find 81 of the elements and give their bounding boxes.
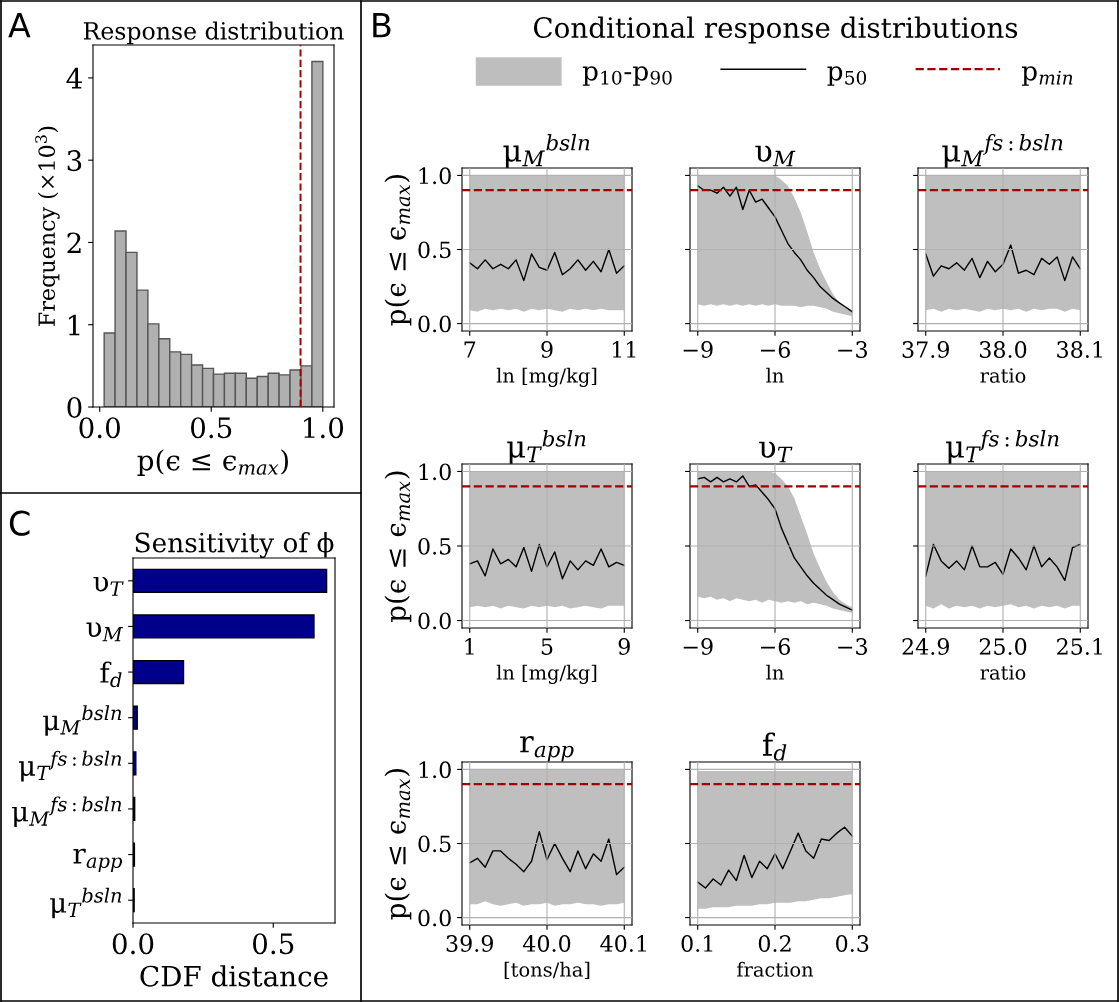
y-tick-label: 1.0: [419, 463, 451, 481]
y-axis-title: p(ϵ ≤ ϵ$_{max}$): [384, 471, 412, 623]
chart-title: r$_{app}$: [520, 736, 574, 762]
chart-title: Response distribution: [83, 21, 344, 45]
y-tick-label: 1: [68, 314, 80, 336]
x-tick-label: −6: [760, 341, 790, 358]
y-tick-label: 0.5: [418, 835, 451, 853]
text: A: [8, 13, 31, 38]
legend-label: p$_{min}$: [1021, 66, 1073, 86]
x-tick-label: 7: [464, 341, 476, 358]
text: Conditional response distributions: [533, 16, 1018, 44]
y-tick-label: μ$_{M}$$^{bsln}$: [43, 705, 122, 736]
x-axis-title: ln: [766, 664, 784, 680]
y-tick-label: f$_{d}$: [100, 661, 122, 688]
y-axis-title: p(ϵ ≤ ϵ$_{max}$): [384, 769, 412, 920]
x-tick-label: 38.1: [1057, 341, 1102, 358]
chart-title: μ$_{M}$$^{fs:bsln}$: [942, 134, 1063, 168]
text: p$_{10}$-p$_{90}$: [582, 66, 672, 86]
chart-title: μ$_{T}$$^{fs:bsln}$: [946, 430, 1059, 464]
x-tick-label: 40.0: [522, 935, 571, 952]
x-axis-title: [tons/ha]: [504, 961, 590, 980]
x-axis-title: ratio: [980, 368, 1026, 383]
x-tick-label: 5: [541, 638, 553, 655]
x-axis-title: ln [mg/kg]: [496, 367, 597, 387]
x-tick-label: 40.1: [600, 935, 646, 952]
x-axis-title: ratio: [980, 665, 1026, 680]
x-tick-label: 39.9: [446, 935, 493, 952]
x-tick-label: 9: [618, 638, 630, 655]
x-tick-label: 9: [541, 341, 553, 358]
x-axis-title: p(ϵ ≤ ϵ$_{max}$): [137, 449, 288, 477]
y-tick-label: 1.0: [419, 167, 451, 185]
y-tick-label: 0.5: [418, 537, 451, 555]
legend-label: p$_{50}$: [827, 66, 867, 86]
y-tick-label: 1.0: [419, 761, 451, 779]
x-tick-label: 1.0: [304, 417, 344, 439]
y-tick-label: υ$_{T}$: [93, 576, 124, 596]
y-tick-label: 0.0: [418, 612, 451, 630]
x-tick-label: −9: [683, 638, 713, 655]
y-tick-label: 0: [67, 396, 82, 418]
x-tick-label: −3: [838, 638, 867, 655]
y-tick-label: 0.0: [418, 909, 451, 927]
chart-title: μ$_{T}$$^{bsln}$: [507, 430, 586, 464]
x-tick-label: −6: [760, 638, 790, 655]
text: B: [373, 13, 391, 38]
x-axis-title: ln [mg/kg]: [496, 664, 597, 684]
chart-title: f$_{d}$: [762, 732, 787, 761]
y-tick-label: μ$_{T}$$^{fs:bsln}$: [18, 750, 122, 782]
x-tick-label: −3: [838, 341, 867, 358]
x-tick-label: 0.1: [681, 935, 713, 952]
y-tick-label: 4: [66, 67, 82, 89]
x-tick-label: −9: [683, 341, 713, 358]
x-tick-label: 24.9: [902, 638, 949, 655]
x-axis-title: ln: [766, 367, 784, 383]
x-tick-label: 0.2: [758, 935, 791, 952]
x-tick-label: 0.5: [253, 933, 294, 955]
chart-title: υ$_{M}$: [755, 145, 796, 167]
chart-title: Sensitivity of ϕ: [135, 532, 334, 558]
chart-title: υ$_{T}$: [759, 441, 793, 463]
x-tick-label: 25.1: [1057, 638, 1102, 655]
x-tick-label: 38.0: [979, 341, 1027, 358]
x-axis-title: fraction: [737, 961, 814, 977]
x-tick-label: 0.5: [191, 417, 232, 439]
y-tick-label: r$_{app}$: [73, 848, 123, 872]
x-tick-label: 25.0: [979, 638, 1027, 655]
x-tick-label: 11: [612, 341, 636, 358]
y-axis-title: p(ϵ ≤ ϵ$_{max}$): [384, 175, 412, 326]
x-tick-label: 37.9: [902, 341, 949, 358]
y-tick-label: 2: [67, 232, 81, 254]
x-tick-label: 0.0: [112, 933, 154, 955]
y-tick-label: μ$_{T}$$^{bsln}$: [50, 887, 122, 919]
y-tick-label: μ$_{M}$$^{fs:bsln}$: [12, 796, 122, 828]
y-tick-label: 0.5: [418, 241, 451, 259]
y-axis-title: Frequency (×10$^{3}$): [35, 126, 60, 326]
x-tick-label: 0.3: [836, 935, 869, 952]
x-axis-title: CDF distance: [140, 965, 328, 987]
y-tick-label: 3: [67, 150, 82, 172]
y-tick-label: υ$_{M}$: [86, 622, 123, 642]
chart-title: μ$_{M}$$^{bsln}$: [503, 134, 590, 168]
y-tick-label: 0.0: [418, 315, 451, 333]
x-tick-label: 1: [465, 638, 474, 655]
text: C: [9, 510, 30, 536]
